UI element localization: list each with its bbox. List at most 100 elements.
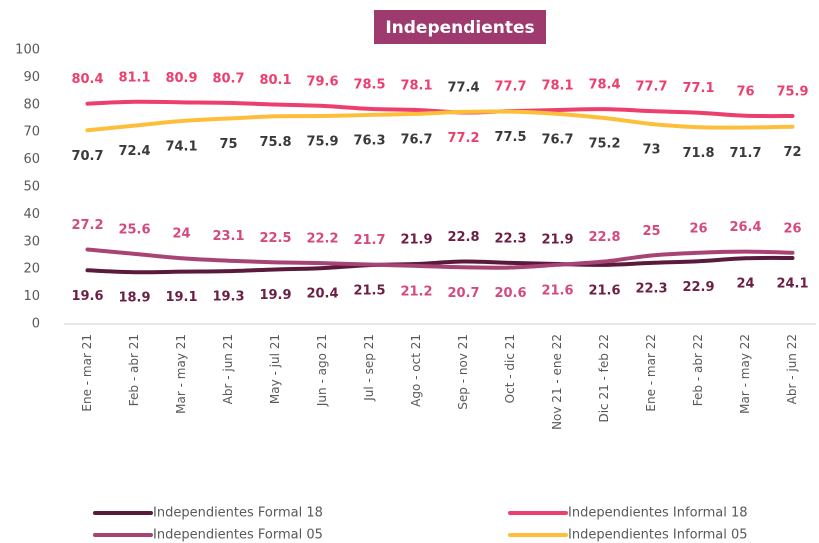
data-label: 77.4 xyxy=(447,80,479,95)
x-tick-label: Abr - jun 21 xyxy=(221,334,235,404)
data-label: 75.2 xyxy=(588,136,620,151)
x-tick-label: Nov 21 - ene 22 xyxy=(550,334,564,430)
data-label: 26.4 xyxy=(729,220,761,235)
data-label: 80.4 xyxy=(71,72,103,87)
title-box xyxy=(374,10,546,44)
data-label: 77.7 xyxy=(635,80,667,95)
x-tick-label: Feb - abr 22 xyxy=(691,334,705,406)
data-label: 22.8 xyxy=(588,230,620,245)
data-label: 72 xyxy=(783,145,801,160)
data-label: 77.1 xyxy=(682,81,714,96)
data-label: 77.2 xyxy=(447,131,479,146)
data-label: 78.1 xyxy=(400,79,432,94)
data-label: 76.7 xyxy=(541,132,573,147)
series-line xyxy=(85,255,795,275)
x-tick-label: Dic 21 - feb 22 xyxy=(597,334,611,423)
data-label: 76.3 xyxy=(353,133,385,148)
data-label: 77.5 xyxy=(494,130,526,145)
y-tick-label: 70 xyxy=(23,125,40,140)
data-label: 73 xyxy=(642,142,660,157)
legend-label: Independientes Informal 05 xyxy=(568,528,748,543)
data-label: 80.1 xyxy=(259,73,291,88)
data-label: 24.1 xyxy=(776,276,808,291)
x-tick-label: Oct - dic 21 xyxy=(503,334,517,403)
data-label: 22.9 xyxy=(682,280,714,295)
x-tick-label: Ago - oct 21 xyxy=(409,334,423,407)
data-label: 78.5 xyxy=(353,77,385,92)
data-label: 21.6 xyxy=(588,283,620,298)
y-tick-label: 60 xyxy=(23,152,40,167)
data-label: 19.6 xyxy=(71,289,103,304)
x-tick-label: May - jul 21 xyxy=(268,334,282,404)
data-label: 75 xyxy=(219,137,237,152)
data-label: 22.3 xyxy=(635,281,667,296)
x-tick-label: Abr - jun 22 xyxy=(785,334,799,404)
data-label: 21.9 xyxy=(541,232,573,247)
data-label: 24 xyxy=(736,277,754,292)
legend-label: Independientes Formal 18 xyxy=(153,506,323,521)
data-label: 22.2 xyxy=(306,232,338,247)
legend-label: Independientes Formal 05 xyxy=(153,528,323,543)
data-label: 75.9 xyxy=(306,135,338,150)
data-label: 25 xyxy=(642,224,660,239)
data-label: 19.1 xyxy=(165,290,197,305)
x-tick-label: Mar - may 22 xyxy=(738,334,752,414)
series-line xyxy=(85,247,795,270)
data-label: 74.1 xyxy=(165,139,197,154)
data-label: 21.9 xyxy=(400,232,432,247)
data-label: 23.1 xyxy=(212,229,244,244)
chart-title: Independientes xyxy=(385,18,534,38)
data-label: 25.6 xyxy=(118,222,150,237)
data-label: 21.6 xyxy=(541,283,573,298)
x-tick-label: Mar - may 21 xyxy=(174,334,188,414)
data-label: 72.4 xyxy=(118,144,150,159)
legend-label: Independientes Informal 18 xyxy=(568,506,748,521)
data-label: 75.9 xyxy=(776,85,808,100)
data-label: 76 xyxy=(736,84,754,99)
data-label: 80.7 xyxy=(212,71,244,86)
data-label: 24 xyxy=(172,227,190,242)
data-label: 22.5 xyxy=(259,231,291,246)
y-tick-label: 50 xyxy=(23,180,40,195)
x-tick-label: Sep - nov 21 xyxy=(456,334,470,410)
x-tick-label: Ene - mar 22 xyxy=(644,334,658,412)
data-label: 21.5 xyxy=(353,284,385,299)
data-label: 75.8 xyxy=(259,135,291,150)
x-tick-label: Ene - mar 21 xyxy=(80,334,94,412)
y-tick-label: 90 xyxy=(23,70,40,85)
data-label: 27.2 xyxy=(71,218,103,233)
x-tick-label: Jul - sep 21 xyxy=(362,334,376,402)
y-tick-label: 0 xyxy=(32,317,40,332)
data-label: 81.1 xyxy=(118,70,150,85)
x-tick-label: Feb - abr 21 xyxy=(127,334,141,406)
data-label: 78.4 xyxy=(588,78,620,93)
data-label: 18.9 xyxy=(118,291,150,306)
data-label: 22.3 xyxy=(494,231,526,246)
data-label: 79.6 xyxy=(306,74,338,89)
data-label: 78.1 xyxy=(541,79,573,94)
data-label: 19.3 xyxy=(212,290,244,305)
data-label: 26 xyxy=(783,221,801,236)
series-line xyxy=(85,109,795,133)
y-tick-label: 100 xyxy=(15,43,40,58)
data-label: 71.8 xyxy=(682,146,714,161)
y-tick-label: 10 xyxy=(23,289,40,304)
data-label: 70.7 xyxy=(71,149,103,164)
y-tick-label: 80 xyxy=(23,97,40,112)
y-tick-label: 30 xyxy=(23,234,40,249)
data-label: 21.2 xyxy=(400,284,432,299)
data-label: 22.8 xyxy=(447,230,479,245)
data-label: 19.9 xyxy=(259,288,291,303)
data-label: 20.7 xyxy=(447,286,479,301)
x-tick-label: Jun - ago 21 xyxy=(315,334,329,407)
data-label: 26 xyxy=(689,221,707,236)
data-label: 77.7 xyxy=(494,80,526,95)
data-label: 20.6 xyxy=(494,286,526,301)
y-tick-label: 20 xyxy=(23,262,40,277)
data-label: 76.7 xyxy=(400,132,432,147)
y-tick-label: 40 xyxy=(23,207,40,222)
data-label: 20.4 xyxy=(306,287,338,302)
data-label: 21.7 xyxy=(353,233,385,248)
data-label: 80.9 xyxy=(165,71,197,86)
